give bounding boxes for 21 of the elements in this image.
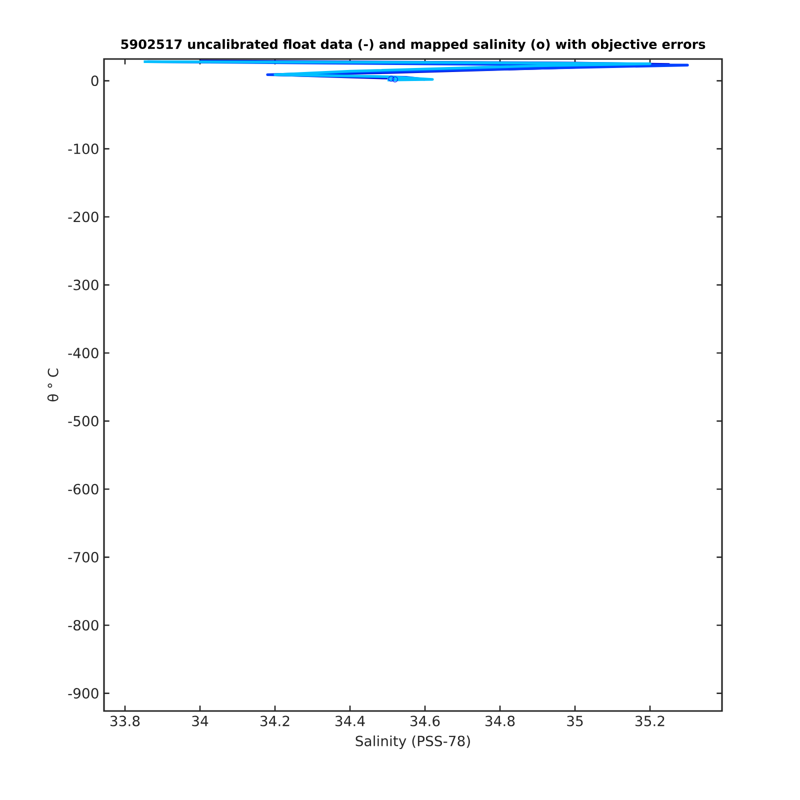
y-tick-label: -900 [68, 688, 98, 699]
y-tick-label: -400 [68, 348, 98, 358]
x-tick-label: 35 [567, 716, 583, 726]
y-tick-label: -600 [68, 484, 98, 494]
y-tick-label: -300 [68, 280, 98, 290]
y-tick-label: 0 [91, 75, 98, 86]
x-tick-label: 33.8 [110, 716, 140, 726]
x-tick-label: 34.4 [335, 716, 365, 726]
y-tick-label: -500 [68, 416, 98, 426]
x-tick-label: 34.8 [485, 716, 515, 726]
chart-title: 5902517 uncalibrated float data (-) and mapped salinity (o) with objective errors [121, 39, 706, 52]
x-axis-title: Salinity (PSS-78) [356, 735, 470, 749]
y-tick-label: -700 [68, 552, 98, 562]
y-tick-label: -200 [68, 212, 98, 222]
y-tick-label: -100 [68, 144, 98, 154]
x-tick-label: 35.2 [635, 716, 664, 726]
x-tick-label: 34.2 [260, 716, 290, 726]
x-tick-label: 34 [192, 716, 208, 726]
y-tick-label: -800 [68, 620, 98, 631]
x-tick-label: 34.6 [410, 716, 440, 726]
y-axis-title: θ ° C [47, 368, 58, 402]
